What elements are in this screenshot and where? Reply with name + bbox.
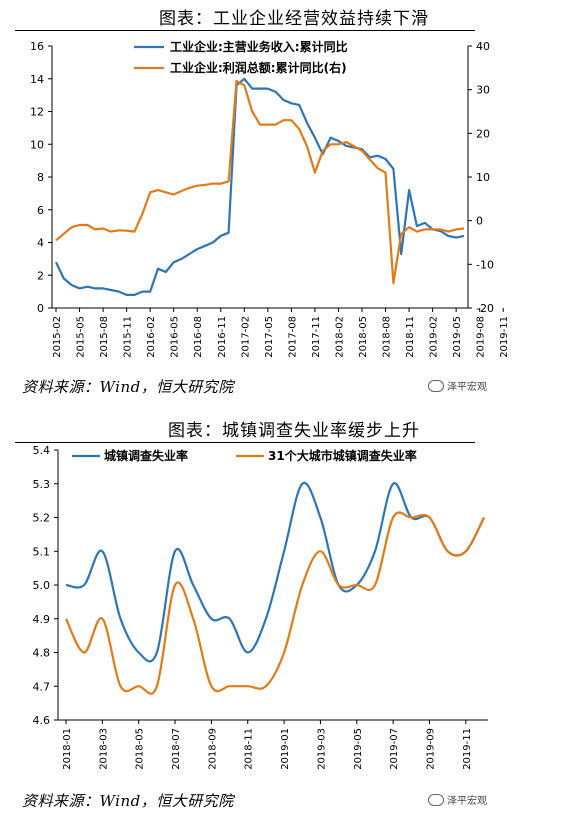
chart2-svg: 4.6 4.7 4.8 4.9 5.0 5.1 5.2 5.3 5.4 2018-01 2018-0… xyxy=(33,444,488,770)
left-tick-label: 6 xyxy=(37,204,44,217)
x-tick-label: 2019-05 xyxy=(353,728,364,770)
x-tick-label: 2016-08 xyxy=(193,316,204,358)
x-tick-label: 2017-11 xyxy=(311,316,322,358)
chart1-lines xyxy=(55,77,465,296)
x-tick-label: 2018-11 xyxy=(244,728,255,770)
x-tick-label: 2019-05 xyxy=(452,316,463,358)
series-line-31cities xyxy=(65,511,485,695)
x-tick-label: 2019-08 xyxy=(476,316,487,358)
y-tick-label: 5.1 xyxy=(33,545,51,558)
x-tick-label: 2015-05 xyxy=(76,316,87,358)
chart1-title-underline xyxy=(15,30,475,31)
x-tick-label: 2018-08 xyxy=(382,316,393,358)
y-tick-label: 4.8 xyxy=(33,647,51,660)
right-tick-label: 40 xyxy=(476,40,490,53)
chart2-axes: 4.6 4.7 4.8 4.9 5.0 5.1 5.2 5.3 5.4 2018-01 2018-0… xyxy=(33,444,488,770)
legend-label-profit: 工业企业:利润总额:累计同比(右) xyxy=(170,60,347,75)
wechat-icon xyxy=(428,793,444,806)
y-tick-label: 5.2 xyxy=(33,512,51,525)
x-tick-label: 2019-02 xyxy=(429,316,440,358)
x-tick-label: 2019-07 xyxy=(389,728,400,770)
chart2-logo: 泽平宏观 xyxy=(428,792,487,807)
chart2-title: 图表：城镇调查失业率缓步上升 xyxy=(168,421,420,441)
wechat-icon xyxy=(428,379,444,392)
right-tick-label: 0 xyxy=(476,215,483,228)
series-line-profit xyxy=(55,79,465,285)
left-tick-label: 16 xyxy=(30,40,44,53)
x-tick-label: 2018-09 xyxy=(207,728,218,770)
left-tick-label: 0 xyxy=(37,302,44,315)
y-tick-label: 5.4 xyxy=(33,444,51,457)
x-tick-label: 2018-02 xyxy=(334,316,345,358)
x-tick-label: 2016-02 xyxy=(146,316,157,358)
chart2-legend: 城镇调查失业率 31个大城市城镇调查失业率 xyxy=(72,448,417,463)
y-tick-label: 4.6 xyxy=(33,714,51,727)
y-tick-label: 5.3 xyxy=(33,478,51,491)
x-tick-label: 2017-05 xyxy=(264,316,275,358)
right-tick-label: 20 xyxy=(476,127,490,140)
x-tick-label: 2019-11 xyxy=(499,316,510,358)
series-line-urban xyxy=(65,481,485,663)
chart1-svg: 0 2 4 6 8 10 12 14 16 -20 -10 0 10 20 30 40 2015-02 2015-… xyxy=(30,39,510,358)
legend-label-urban: 城镇调查失业率 xyxy=(104,448,188,463)
series-line-revenue xyxy=(55,77,465,296)
x-tick-label: 2018-01 xyxy=(62,728,73,770)
left-tick-label: 12 xyxy=(30,106,44,119)
chart1-axes: 0 2 4 6 8 10 12 14 16 -20 -10 0 10 20 30 40 2015-02 2015-… xyxy=(30,40,510,358)
x-tick-label: 2015-11 xyxy=(123,316,134,358)
legend-label-31cities: 31个大城市城镇调查失业率 xyxy=(268,448,417,463)
left-tick-label: 14 xyxy=(30,73,44,86)
right-tick-label: 30 xyxy=(476,84,490,97)
x-tick-label: 2016-05 xyxy=(170,316,181,358)
chart2-title-underline xyxy=(15,442,475,443)
left-tick-label: 10 xyxy=(30,138,44,151)
left-tick-label: 4 xyxy=(37,237,44,250)
right-tick-label: 10 xyxy=(476,171,490,184)
right-tick-label: -20 xyxy=(476,302,494,315)
right-tick-label: -10 xyxy=(476,258,494,271)
x-tick-label: 2018-05 xyxy=(358,316,369,358)
chart1-logo-text: 泽平宏观 xyxy=(447,382,487,393)
x-tick-label: 2019-01 xyxy=(280,728,291,770)
left-tick-label: 2 xyxy=(37,269,44,282)
x-tick-label: 2015-02 xyxy=(52,316,63,358)
chart2-source: 资料来源：Wind，恒大研究院 xyxy=(22,792,234,810)
x-tick-label: 2019-03 xyxy=(316,728,327,770)
chart1-legend: 工业企业:主营业务收入:累计同比 工业企业:利润总额:累计同比(右) xyxy=(134,39,348,75)
chart2-logo-text: 泽平宏观 xyxy=(447,796,487,807)
legend-label-revenue: 工业企业:主营业务收入:累计同比 xyxy=(170,39,348,54)
chart1-title: 图表：工业企业经营效益持续下滑 xyxy=(159,9,429,29)
chart1-source: 资料来源：Wind，恒大研究院 xyxy=(22,378,234,396)
chart1-logo: 泽平宏观 xyxy=(428,378,487,393)
chart2-lines xyxy=(65,481,485,695)
x-tick-label: 2018-03 xyxy=(98,728,109,770)
y-tick-label: 4.9 xyxy=(33,613,51,626)
x-tick-label: 2018-07 xyxy=(171,728,182,770)
x-tick-label: 2018-05 xyxy=(135,728,146,770)
y-tick-label: 5.0 xyxy=(33,579,51,592)
left-tick-label: 8 xyxy=(37,171,44,184)
x-tick-label: 2019-11 xyxy=(462,728,473,770)
x-tick-label: 2016-11 xyxy=(217,316,228,358)
x-tick-label: 2015-08 xyxy=(99,316,110,358)
x-tick-label: 2017-02 xyxy=(240,316,251,358)
y-tick-label: 4.7 xyxy=(33,680,51,693)
x-tick-label: 2019-09 xyxy=(425,728,436,770)
x-tick-label: 2017-08 xyxy=(287,316,298,358)
x-tick-label: 2018-11 xyxy=(405,316,416,358)
